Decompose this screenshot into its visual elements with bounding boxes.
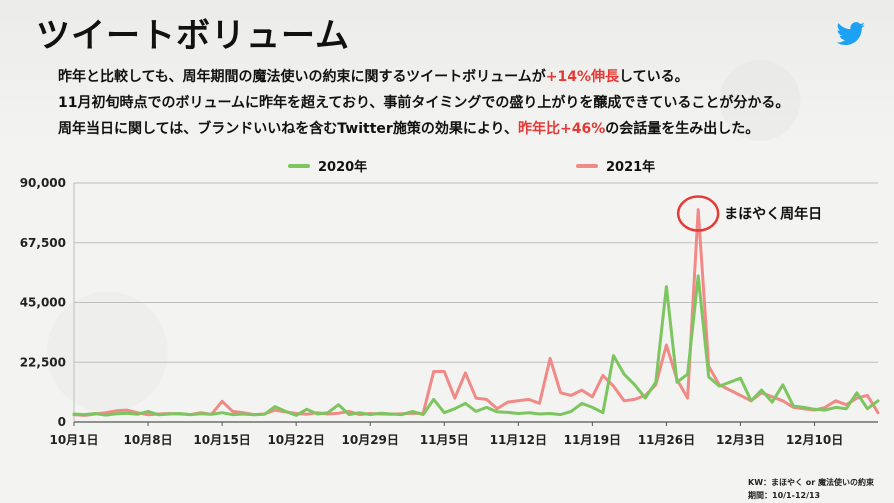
y-tick-label: 67,500 [20,236,66,250]
x-tick-label: 11月19日 [564,433,621,447]
y-tick-label: 0 [58,415,66,429]
y-tick-label: 90,000 [20,176,66,190]
keyword-note: KW：まほやく or 魔法使いの約束 [748,478,875,487]
peak-highlight-circle [676,195,720,232]
legend-swatch-2021 [576,163,598,168]
series-line-2020年 [72,274,880,417]
legend-item-2021: 2021年 [576,156,655,175]
description-text: 昨年と比較しても、周年期間の魔法使いの約束に関するツイートボリュームが+14%伸… [58,64,789,142]
x-tick-label: 10月8日 [124,433,173,447]
x-tick-label: 10月1日 [49,433,98,447]
x-tick-label: 11月5日 [420,433,469,447]
annotation-label: まほやく周年日 [724,206,822,223]
x-tick-label: 11月26日 [638,433,695,447]
period-note: 期間：10/1-12/13 [748,491,821,500]
x-tick-label: 10月22日 [267,433,324,447]
x-tick-label: 12月10日 [786,433,843,447]
description-line-1: 昨年と比較しても、周年期間の魔法使いの約束に関するツイートボリュームが+14%伸… [58,69,689,85]
x-tick-label: 11月12日 [490,433,547,447]
x-tick-label: 12月3日 [716,433,765,447]
legend-item-2020: 2020年 [288,156,367,175]
y-tick-label: 22,500 [20,355,66,369]
description-line-2: 11月初旬時点でのボリュームに昨年を超えており、事前タイミングでの盛り上がりを醸… [58,95,790,111]
x-tick-label: 10月29日 [342,433,399,447]
twitter-bird-icon [836,22,865,46]
y-tick-label: 45,000 [20,296,66,310]
highlight-yoy: 昨年比+46% [518,121,606,137]
x-tick-label: 10月15日 [193,433,250,447]
page-title: ツイートボリューム [36,16,350,56]
series-line-2021年 [72,208,880,417]
legend-swatch-2020 [288,163,310,168]
description-line-3: 周年当日に関しては、ブランドいいねを含むTwitter施策の効果により、昨年比+… [58,121,760,137]
highlight-growth: +14%伸長 [545,69,620,85]
